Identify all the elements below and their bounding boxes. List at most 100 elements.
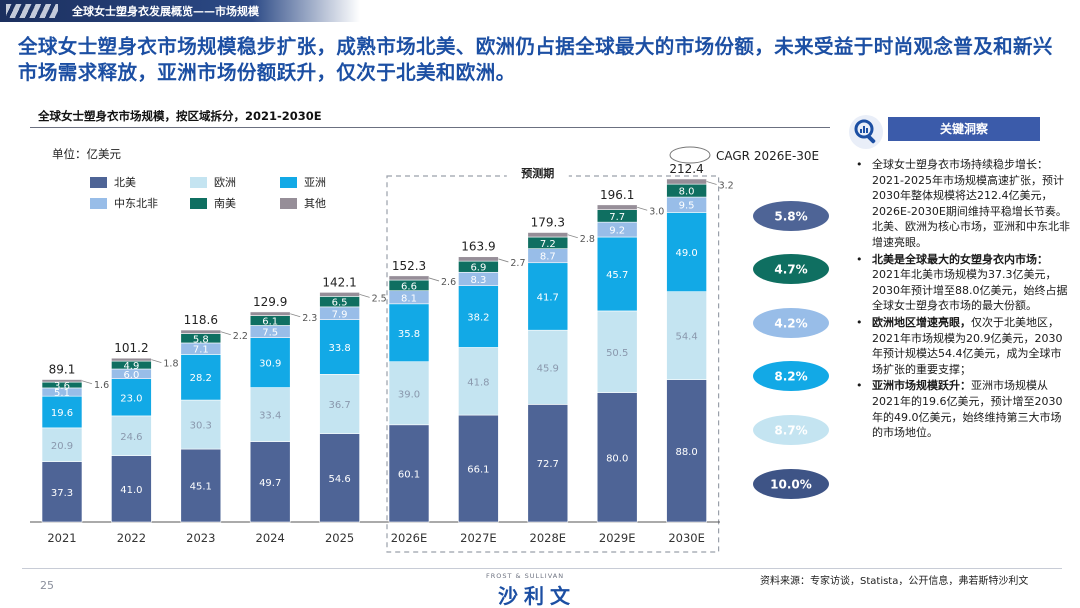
bar-value-label: 7.2 xyxy=(540,239,556,250)
bar-segment xyxy=(388,303,430,363)
bar-value-label: 4.9 xyxy=(123,361,139,372)
bar-value-label: 20.9 xyxy=(51,441,73,452)
bar-value-label: 88.0 xyxy=(675,447,697,458)
bar-segment xyxy=(527,232,569,238)
bar-value-label: 3.6 xyxy=(54,381,70,392)
cagr-value: 5.8% xyxy=(774,210,807,224)
bar-value-label: 38.2 xyxy=(467,313,489,324)
bar-segment xyxy=(41,379,83,383)
page-headline: 全球女士塑身衣市场规模稳步扩张，成熟市场北美、欧洲仍占据全球最大的市场份额，未来… xyxy=(18,35,1053,84)
bar-value-label: 45.9 xyxy=(537,363,559,374)
bar-segment xyxy=(249,337,291,388)
bar-other-label: 1.6 xyxy=(94,380,109,391)
source-note: 资料来源：专家访谈，Statista，公开信息，弗若斯特沙利文 xyxy=(760,576,1029,587)
banner-stripes xyxy=(6,4,58,18)
bar-segment xyxy=(596,236,638,312)
legend-label: 南美 xyxy=(214,197,236,210)
cagr-value: 4.2% xyxy=(774,317,807,331)
bar-value-label: 33.4 xyxy=(259,411,281,422)
bar-segment xyxy=(388,275,430,281)
forecast-label-mask xyxy=(506,166,569,180)
bar-segment xyxy=(596,310,638,393)
bar-value-label: 54.6 xyxy=(328,474,350,485)
bar-value-label: 45.1 xyxy=(190,482,212,493)
bar-segment xyxy=(666,379,707,523)
leader-line xyxy=(81,380,93,385)
bar-segment xyxy=(527,329,569,405)
bar-total-label: 129.9 xyxy=(253,295,287,309)
bar-segment xyxy=(458,256,499,262)
bar-value-label: 5.1 xyxy=(54,388,70,399)
cagr-oval xyxy=(753,469,829,499)
bar-value-label: 30.3 xyxy=(190,421,212,432)
bar-segment xyxy=(180,329,222,334)
brand-logo-text: 沙利文 xyxy=(498,584,576,608)
legend-swatch xyxy=(190,177,207,188)
bar-segment xyxy=(319,292,360,297)
bar-value-label: 7.5 xyxy=(262,328,278,339)
bar-value-label: 6.6 xyxy=(401,281,417,292)
bar-value-label: 7.7 xyxy=(609,212,625,223)
bar-value-label: 7.1 xyxy=(193,345,209,356)
bar-segment xyxy=(180,399,222,450)
leader-line xyxy=(290,313,301,318)
bar-segment xyxy=(666,178,707,185)
bar-value-label: 5.8 xyxy=(193,334,209,345)
brand-subtitle: FROST & SULLIVAN xyxy=(486,572,565,580)
bar-segment xyxy=(249,441,291,523)
bar-value-label: 60.1 xyxy=(398,469,420,480)
key-insights-title: 关键洞察 xyxy=(888,117,1040,141)
leader-line xyxy=(220,331,231,336)
bar-other-label: 1.8 xyxy=(163,359,178,370)
bar-value-label: 45.7 xyxy=(606,270,628,281)
bar-other-label: 2.3 xyxy=(302,313,317,324)
bar-value-label: 49.7 xyxy=(259,478,281,489)
bar-value-label: 9.2 xyxy=(609,226,625,237)
leader-line xyxy=(428,277,440,282)
bar-total-label: 196.1 xyxy=(600,188,634,202)
bar-value-label: 8.1 xyxy=(401,293,417,304)
bar-segment xyxy=(41,395,83,429)
bar-value-label: 49.0 xyxy=(675,248,697,259)
bar-segment xyxy=(41,461,83,523)
bar-other-label: 3.2 xyxy=(719,181,734,192)
bar-total-label: 142.1 xyxy=(322,275,356,289)
bar-value-label: 7.9 xyxy=(332,309,348,320)
x-tick-label: 2026E xyxy=(391,531,428,545)
bar-segment xyxy=(527,262,569,331)
bar-segment xyxy=(596,392,638,523)
bar-value-label: 37.3 xyxy=(51,488,73,499)
bar-total-label: 118.6 xyxy=(184,313,218,327)
bar-segment xyxy=(249,387,291,442)
bar-value-label: 9.5 xyxy=(679,201,695,212)
cagr-value: 10.0% xyxy=(770,478,812,492)
x-tick-label: 2025 xyxy=(325,531,354,545)
bar-value-label: 66.1 xyxy=(467,465,489,476)
bar-total-label: 89.1 xyxy=(49,363,76,377)
bar-value-label: 33.8 xyxy=(328,343,350,354)
bar-segment xyxy=(41,427,83,462)
key-insight-item: 北美是全球最大的女塑身衣内市场：2021年北美市场规模为37.3亿美元，2030… xyxy=(854,252,1072,314)
key-insight-item: 全球女士塑身衣市场持续稳步增长：2021-2025年市场规模高速扩张，预计203… xyxy=(854,157,1072,251)
bar-value-label: 35.8 xyxy=(398,329,420,340)
leader-line xyxy=(567,234,578,239)
page-number: 25 xyxy=(40,579,54,592)
bar-value-label: 41.7 xyxy=(537,292,559,303)
bar-segment xyxy=(180,354,222,401)
cagr-oval xyxy=(753,415,829,445)
cagr-oval xyxy=(753,201,829,231)
cagr-value: 4.7% xyxy=(774,263,807,277)
bar-other-label: 2.6 xyxy=(441,277,456,288)
bar-other-label: 2.2 xyxy=(233,331,248,342)
bar-value-label: 50.5 xyxy=(606,348,628,359)
bar-total-label: 101.2 xyxy=(114,341,148,355)
leader-line xyxy=(706,181,717,185)
leader-line xyxy=(151,359,162,363)
bar-total-label: 152.3 xyxy=(392,259,426,273)
x-tick-label: 2030E xyxy=(668,531,705,545)
bar-value-label: 6.9 xyxy=(470,263,486,274)
bar-segment xyxy=(111,455,152,523)
breadcrumb: 全球女士塑身衣发展概览——市场规模 xyxy=(72,5,259,18)
legend-swatch xyxy=(90,177,107,188)
